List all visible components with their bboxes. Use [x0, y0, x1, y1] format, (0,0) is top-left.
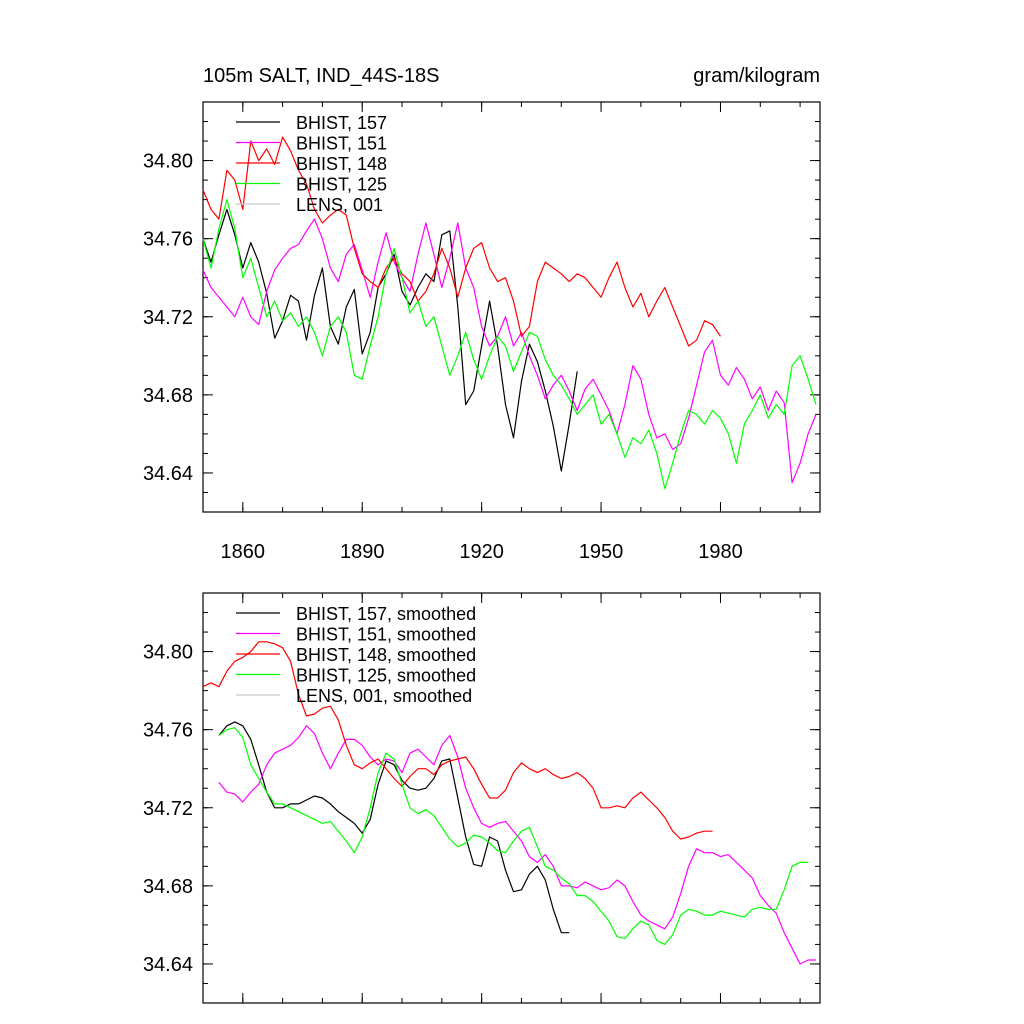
- y-tick-label: 34.68: [143, 876, 193, 898]
- legend-label: BHIST, 125, smoothed: [296, 666, 476, 686]
- legend-label: BHIST, 151, smoothed: [296, 625, 476, 645]
- plot-frame: [202, 101, 821, 513]
- x-tick-label: 1980: [698, 541, 743, 563]
- series-line: [202, 199, 817, 490]
- y-tick-label: 34.80: [143, 642, 193, 664]
- series-line: [202, 208, 578, 472]
- series-line: [218, 727, 809, 946]
- panel-top: 34.64 34.68 34.72 34.76 34.80 1860 1890 1920 195…: [143, 101, 821, 563]
- legend-label: BHIST, 157, smoothed: [296, 604, 476, 624]
- panel-bottom: 34.64 34.68 34.72 34.76 34.80 BHIST, 157, smo…: [143, 592, 821, 1004]
- legend-label: LENS, 001: [296, 195, 383, 215]
- legend-label: BHIST, 125: [296, 175, 387, 195]
- legend-label: LENS, 001, smoothed: [296, 686, 472, 706]
- series-line: [202, 136, 721, 347]
- y-tick-label: 34.76: [143, 720, 193, 742]
- legend-label: BHIST, 157: [296, 113, 387, 133]
- y-tick-label: 34.80: [143, 151, 193, 173]
- series-line: [218, 725, 816, 965]
- series-line: [202, 218, 817, 484]
- legend-label: BHIST, 151: [296, 134, 387, 154]
- title-right: gram/kilogram: [693, 65, 820, 87]
- series-line: [202, 641, 713, 840]
- x-tick-label: 1860: [221, 541, 266, 563]
- y-tick-label: 34.76: [143, 229, 193, 251]
- y-tick-label: 34.72: [143, 798, 193, 820]
- x-tick-label: 1950: [579, 541, 624, 563]
- y-tick-label: 34.64: [143, 954, 193, 976]
- y-tick-label: 34.72: [143, 307, 193, 329]
- title-left: 105m SALT, IND_44S-18S: [203, 65, 439, 87]
- plot-frame: [202, 592, 821, 1004]
- x-tick-label: 1890: [340, 541, 385, 563]
- legend-label: BHIST, 148, smoothed: [296, 645, 476, 665]
- x-tick-label: 1920: [459, 541, 504, 563]
- y-tick-label: 34.64: [143, 463, 193, 485]
- legend-label: BHIST, 148: [296, 154, 387, 174]
- y-tick-label: 34.68: [143, 385, 193, 407]
- series-line: [218, 721, 570, 934]
